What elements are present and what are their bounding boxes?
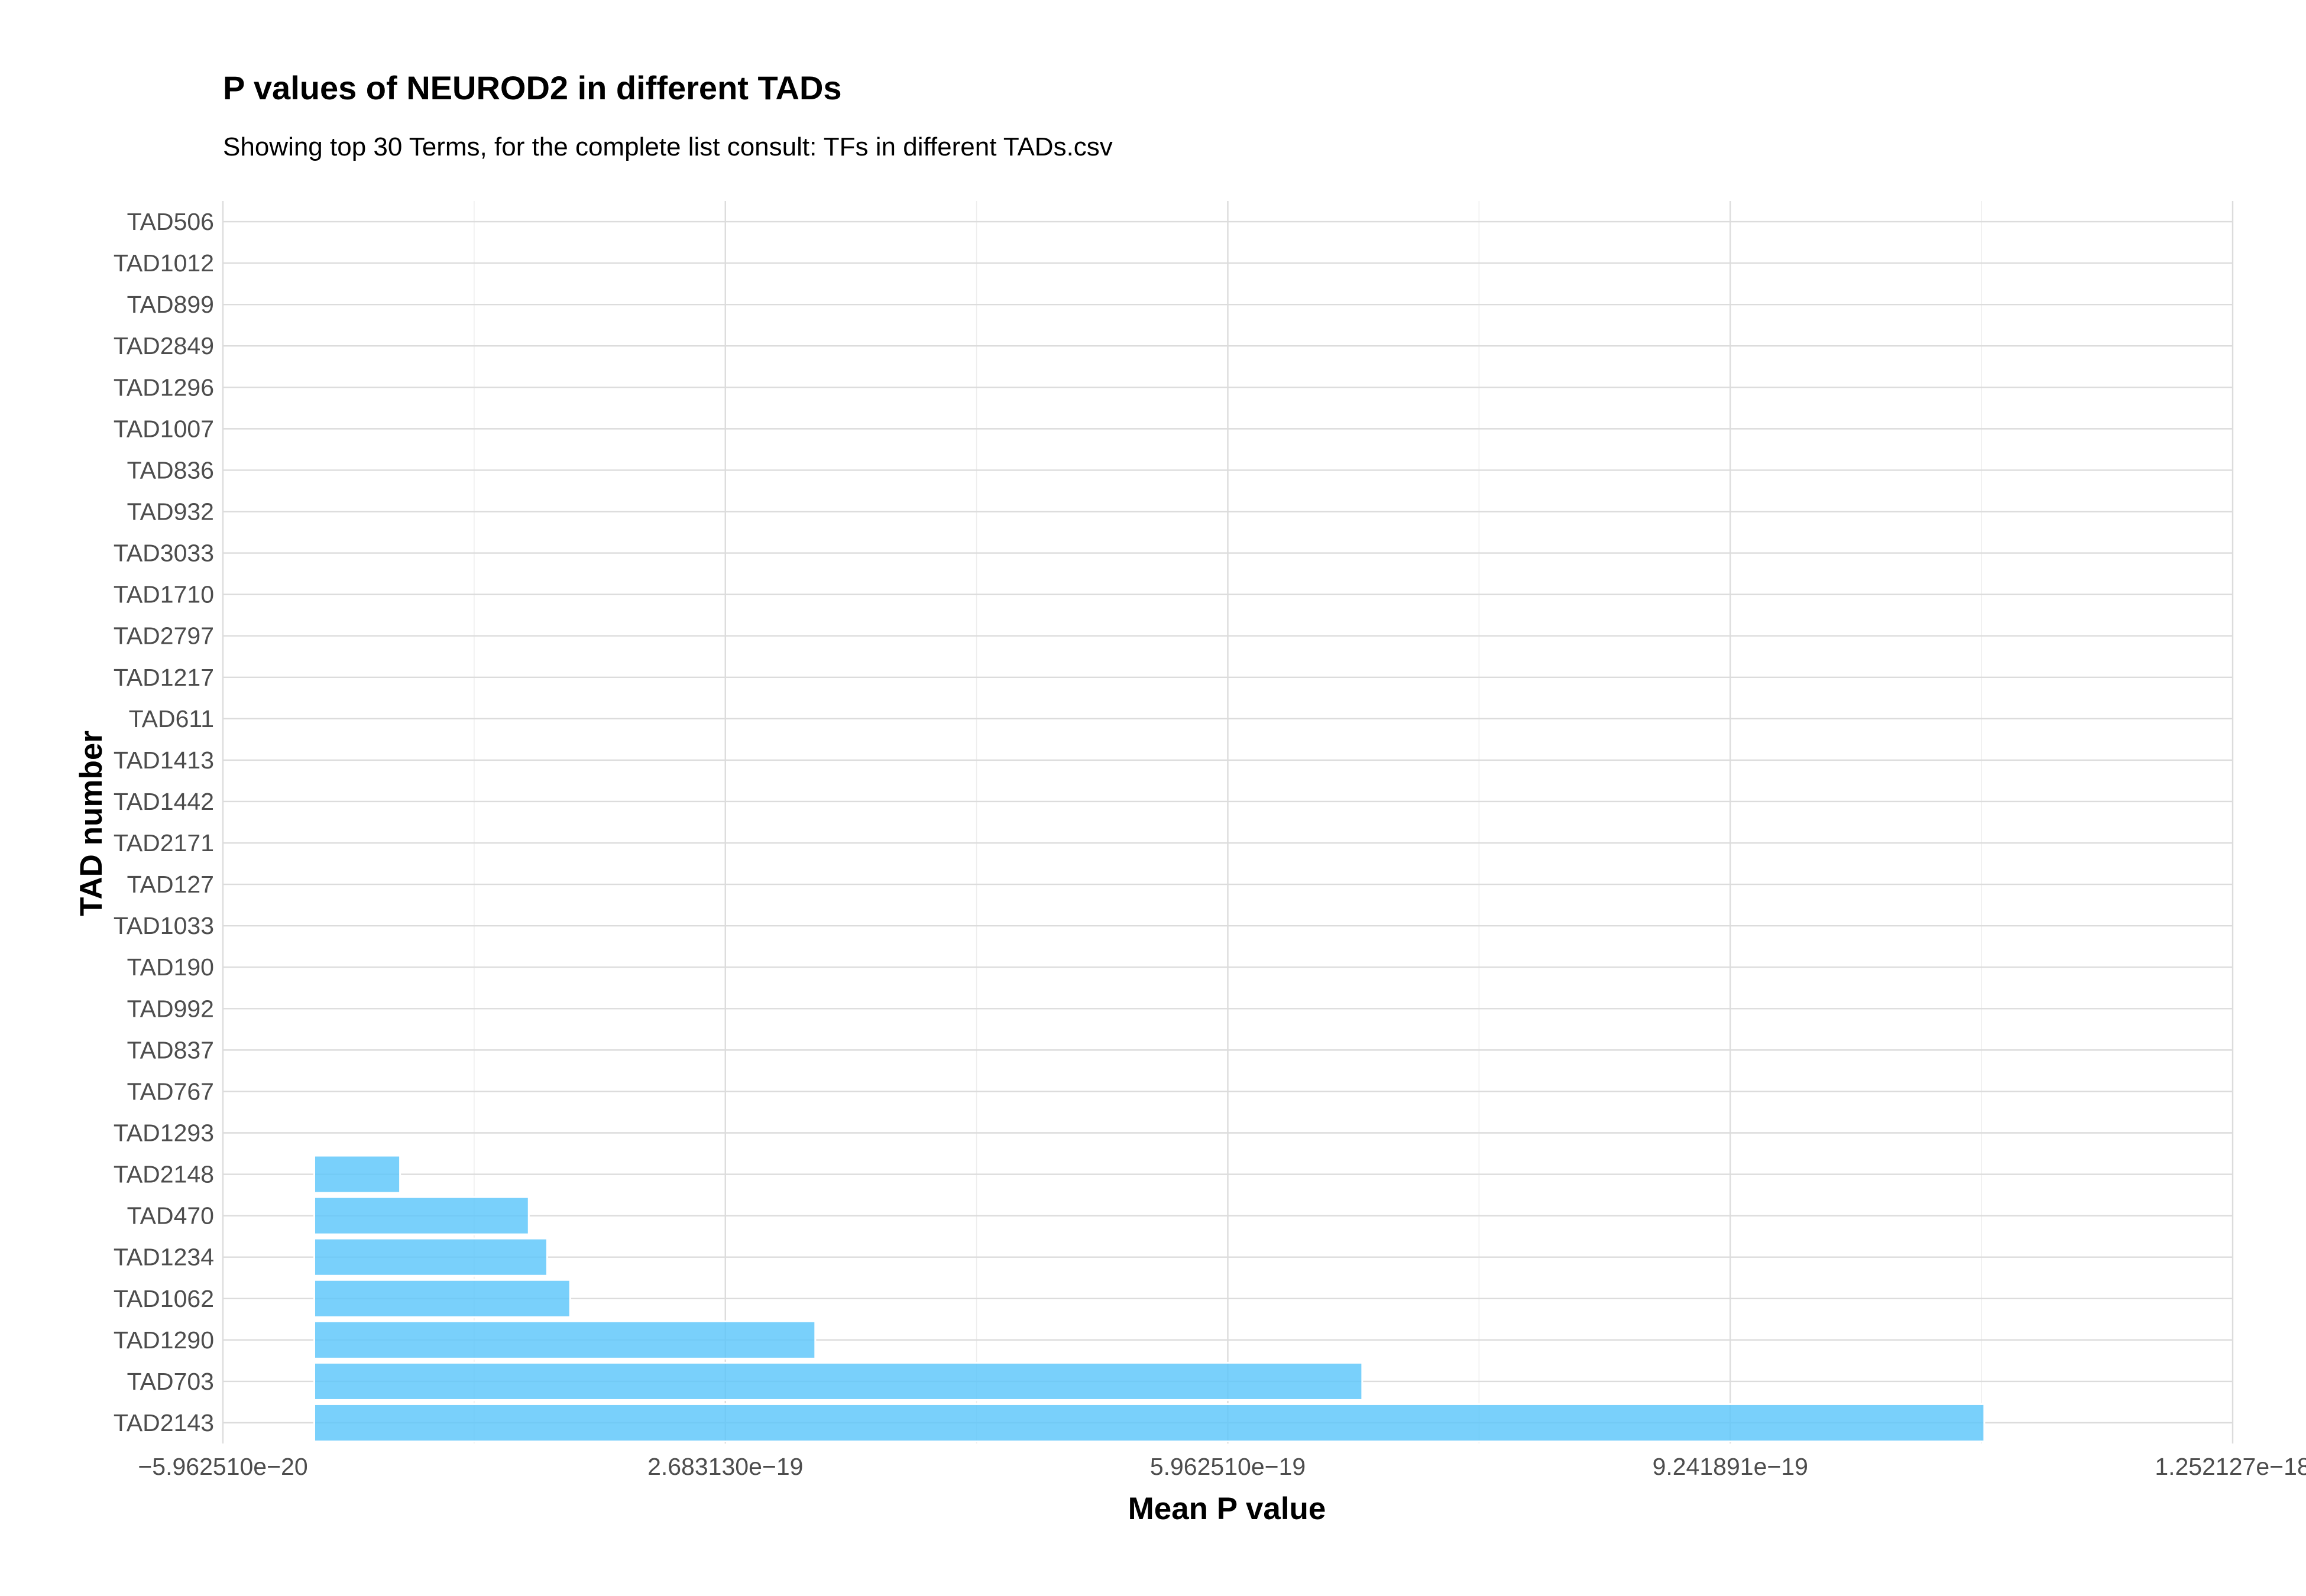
bar (313, 1196, 530, 1235)
y-tick-label: TAD1442 (114, 788, 214, 815)
bar (313, 1279, 571, 1318)
y-tick-label: TAD611 (129, 705, 214, 732)
y-tick-label: TAD836 (127, 456, 214, 484)
y-tick-label: TAD1033 (114, 912, 214, 939)
x-axis-title: Mean P value (1128, 1491, 1326, 1526)
x-tick-label: 9.241891e−19 (1653, 1453, 1808, 1480)
bar (313, 1361, 1363, 1401)
bar (313, 1320, 817, 1360)
y-tick-label: TAD2143 (114, 1409, 214, 1436)
y-tick-label: TAD127 (127, 871, 214, 898)
x-tick-label: −5.962510e−20 (138, 1453, 307, 1480)
y-tick-label: TAD2148 (114, 1161, 214, 1188)
y-tick-label: TAD932 (127, 498, 214, 525)
y-tick-label: TAD190 (127, 953, 214, 981)
y-tick-label: TAD1062 (114, 1285, 214, 1312)
x-tick-labels: −5.962510e−20 2.683130e−19 5.962510e−19 9.2… (138, 1453, 2306, 1480)
y-tick-label: TAD1296 (114, 374, 214, 401)
y-tick-label: TAD1012 (114, 249, 214, 277)
y-axis-title: TAD number (74, 731, 109, 916)
y-tick-label: TAD703 (127, 1368, 214, 1395)
y-tick-label: TAD3033 (114, 540, 214, 567)
chart-subtitle: Showing top 30 Terms, for the complete l… (223, 132, 1113, 161)
y-tick-label: TAD1290 (114, 1326, 214, 1354)
y-tick-label: TAD1234 (114, 1244, 214, 1271)
y-tick-label: TAD899 (127, 291, 214, 318)
bar (313, 1237, 548, 1277)
y-tick-label: TAD1217 (114, 664, 214, 691)
y-tick-label: TAD1710 (114, 581, 214, 608)
bar (313, 1403, 1986, 1442)
y-tick-label: TAD2849 (114, 332, 214, 359)
y-tick-label: TAD767 (127, 1078, 214, 1105)
x-tick-label: 5.962510e−19 (1150, 1453, 1306, 1480)
bars (313, 1154, 1986, 1442)
x-tick-label: 1.252127e−18 (2155, 1453, 2306, 1480)
y-tick-label: TAD1007 (114, 415, 214, 442)
y-tick-label: TAD992 (127, 995, 214, 1022)
y-tick-label: TAD1413 (114, 747, 214, 774)
x-tick-label: 2.683130e−19 (647, 1453, 803, 1480)
chart-title: P values of NEUROD2 in different TADs (223, 69, 842, 106)
y-tick-label: TAD506 (127, 208, 214, 235)
y-tick-labels: TAD2143 TAD703 TAD1290 TAD1062 TAD1234 TAD470… (114, 208, 214, 1436)
y-tick-label: TAD2171 (114, 829, 214, 857)
y-tick-label: TAD1293 (114, 1120, 214, 1147)
y-tick-label: TAD837 (127, 1036, 214, 1063)
y-tick-label: TAD470 (127, 1202, 214, 1230)
bar (313, 1154, 401, 1194)
y-tick-label: TAD2797 (114, 622, 214, 650)
